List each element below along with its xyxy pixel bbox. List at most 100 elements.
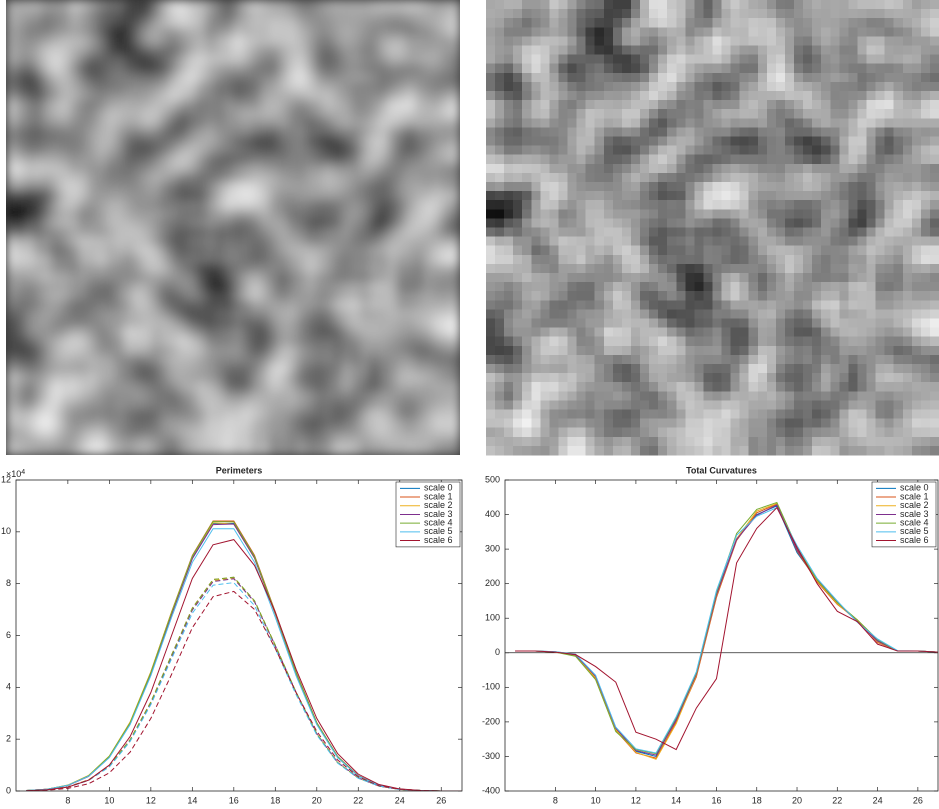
image-pixel	[739, 245, 750, 256]
image-cell	[287, 182, 298, 192]
image-cell	[15, 36, 25, 47]
image-pixel	[540, 200, 550, 210]
image-pixel	[621, 0, 632, 10]
image-pixel	[784, 327, 795, 338]
image-cell	[105, 218, 116, 229]
image-pixel	[839, 218, 849, 228]
image-pixel	[884, 191, 895, 201]
image-pixel	[884, 27, 895, 37]
image-pixel	[630, 254, 641, 265]
image-cell	[24, 145, 34, 156]
image-cell	[269, 236, 279, 247]
image-pixel	[803, 391, 813, 401]
image-pixel	[748, 109, 759, 119]
image-cell	[15, 27, 25, 37]
image-pixel	[830, 300, 840, 310]
image-pixel	[739, 18, 750, 28]
image-pixel	[649, 172, 659, 183]
image-cell	[441, 81, 452, 92]
image-cell	[114, 81, 125, 92]
image-cell	[96, 227, 107, 238]
image-pixel	[549, 254, 559, 265]
image-cell	[42, 227, 52, 238]
image-pixel	[839, 336, 849, 347]
image-pixel	[866, 445, 877, 456]
image-cell	[69, 327, 80, 338]
image-pixel	[902, 400, 913, 410]
image-pixel	[567, 218, 578, 228]
image-cell	[305, 427, 316, 438]
image-cell	[242, 436, 252, 447]
image-cell	[124, 263, 134, 274]
image-pixel	[540, 364, 550, 374]
image-cell	[15, 263, 25, 274]
image-pixel	[658, 309, 668, 319]
image-cell	[87, 400, 98, 411]
image-cell	[205, 245, 216, 256]
image-cell	[6, 63, 16, 74]
image-cell	[87, 354, 98, 365]
image-cell	[78, 364, 89, 374]
image-cell	[78, 81, 89, 92]
image-cell	[305, 200, 316, 210]
image-cell	[396, 18, 407, 28]
image-cell	[187, 318, 198, 329]
image-pixel	[630, 400, 641, 410]
image-cell	[187, 100, 198, 110]
image-cell	[15, 218, 25, 229]
image-pixel	[911, 254, 922, 265]
image-cell	[269, 154, 279, 165]
image-cell	[33, 218, 43, 229]
image-pixel	[676, 273, 686, 283]
image-cell	[24, 436, 34, 447]
image-pixel	[757, 145, 768, 156]
image-cell	[133, 54, 143, 65]
image-pixel	[486, 391, 496, 401]
image-cell	[133, 36, 143, 47]
image-pixel	[594, 282, 605, 292]
image-pixel	[522, 182, 532, 192]
image-pixel	[857, 91, 868, 101]
image-pixel	[803, 118, 813, 128]
image-cell	[369, 172, 379, 183]
image-pixel	[703, 200, 713, 210]
image-cell	[42, 236, 52, 247]
image-pixel	[495, 27, 505, 37]
image-cell	[369, 127, 379, 138]
image-pixel	[495, 191, 505, 201]
image-cell	[169, 172, 180, 183]
image-cell	[360, 254, 370, 265]
image-pixel	[658, 145, 668, 156]
image-cell	[351, 136, 361, 147]
image-pixel	[594, 172, 605, 183]
image-pixel	[929, 209, 939, 219]
image-pixel	[721, 345, 732, 356]
image-pixel	[649, 127, 659, 137]
image-pixel	[821, 445, 831, 456]
image-cell	[341, 254, 352, 265]
image-cell	[160, 0, 171, 10]
image-pixel	[712, 81, 723, 92]
image-cell	[314, 154, 325, 165]
image-cell	[214, 54, 225, 65]
image-pixel	[757, 236, 768, 247]
image-cell	[369, 0, 379, 10]
image-cell	[360, 436, 370, 447]
image-pixel	[676, 145, 686, 156]
image-cell	[369, 236, 379, 247]
image-pixel	[893, 163, 904, 174]
image-cell	[78, 445, 89, 455]
image-cell	[251, 327, 261, 338]
image-cell	[296, 445, 307, 455]
image-cell	[387, 218, 398, 229]
image-pixel	[504, 27, 514, 37]
image-cell	[160, 9, 171, 19]
image-pixel	[531, 373, 541, 383]
image-cell	[169, 9, 180, 19]
image-cell	[60, 163, 71, 174]
image-cell	[169, 109, 180, 119]
image-pixel	[911, 373, 922, 383]
image-pixel	[513, 436, 523, 447]
image-cell	[432, 9, 443, 19]
image-cell	[114, 291, 125, 301]
